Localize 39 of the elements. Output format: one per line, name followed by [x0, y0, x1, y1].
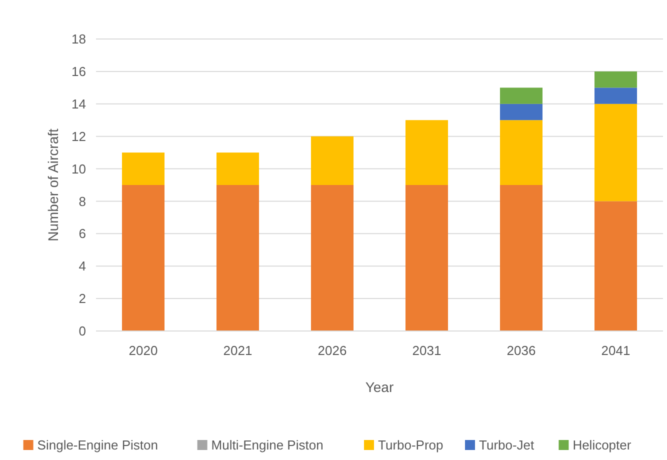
y-tick-label: 14	[72, 96, 86, 112]
x-tick-label: 2021	[223, 343, 252, 358]
bar	[310, 136, 354, 185]
bar	[594, 88, 638, 104]
bar	[310, 185, 354, 331]
bar	[405, 185, 448, 331]
y-tick-label: 6	[78, 226, 86, 242]
y-axis-title: Number of Aircraft	[45, 128, 61, 242]
bar	[594, 201, 638, 331]
legend-label: Turbo-Jet	[479, 438, 535, 453]
bar	[500, 185, 543, 331]
x-tick-label: 2031	[412, 343, 442, 358]
bar	[216, 185, 260, 331]
x-tick-label: 2041	[601, 343, 630, 358]
x-axis-title: Year	[365, 379, 394, 395]
x-tick-label: 2020	[128, 343, 158, 358]
bar	[122, 152, 165, 185]
bar	[216, 152, 260, 185]
y-tick-label: 0	[78, 324, 86, 339]
x-tick-label: 2036	[506, 343, 536, 358]
y-tick-label: 18	[72, 32, 86, 47]
y-tick-label: 8	[78, 194, 86, 209]
legend-label: Multi-Engine Piston	[211, 438, 324, 453]
y-tick-label: 10	[72, 161, 86, 176]
bar	[500, 104, 543, 120]
legend-label: Single-Engine Piston	[37, 438, 158, 453]
legend-label: Helicopter	[572, 438, 632, 453]
x-tick-label: 2026	[318, 343, 347, 358]
bar	[500, 88, 543, 104]
bar	[500, 120, 543, 185]
y-tick-label: 4	[78, 258, 86, 274]
bar	[594, 71, 638, 88]
bar	[405, 120, 448, 185]
y-tick-label: 2	[78, 291, 86, 306]
y-tick-label: 12	[72, 128, 86, 144]
bar	[594, 104, 638, 202]
y-tick-label: 16	[72, 64, 86, 79]
bar	[122, 185, 165, 331]
legend-label: Turbo-Prop	[378, 438, 444, 453]
